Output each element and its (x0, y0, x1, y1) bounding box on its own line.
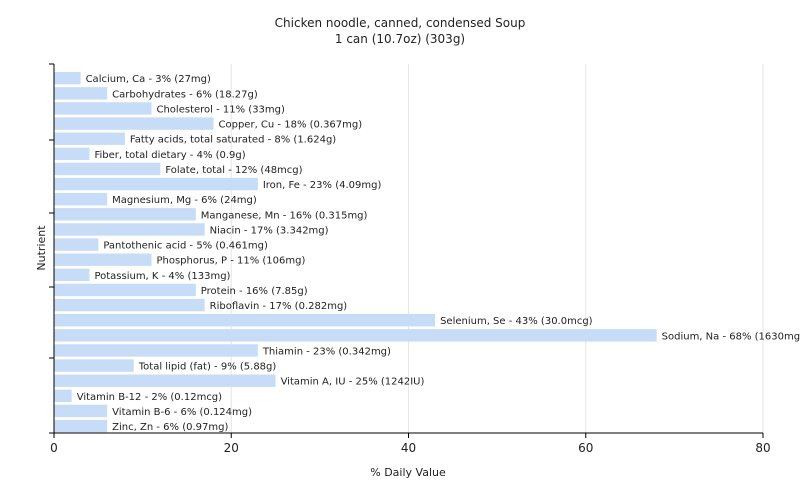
bar-label: Fatty acids, total saturated - 8% (1.624… (130, 135, 336, 146)
x-tick-label: 20 (224, 441, 239, 455)
x-axis-label: % Daily Value (370, 466, 446, 479)
bar-label: Zinc, Zn - 6% (0.97mg) (112, 422, 228, 433)
bar-label: Copper, Cu - 18% (0.367mg) (219, 120, 363, 131)
x-tick-label: 40 (401, 441, 416, 455)
bars-group (54, 72, 657, 433)
bar-label: Vitamin A, IU - 25% (1242IU) (281, 377, 425, 388)
bar (54, 223, 205, 236)
bar-label: Thiamin - 23% (0.342mg) (262, 346, 391, 357)
bar (54, 208, 196, 221)
bar (54, 419, 108, 433)
bar-label: Protein - 16% (7.85g) (201, 286, 308, 297)
bar (54, 102, 152, 115)
bar (54, 162, 161, 176)
bar-label: Pantothenic acid - 5% (0.461mg) (103, 241, 268, 252)
bar (54, 238, 99, 251)
bar (54, 314, 436, 327)
bar-label: Selenium, Se - 43% (30.0mcg) (440, 316, 593, 327)
bar-label: Fiber, total dietary - 4% (0.9g) (94, 150, 245, 161)
bar (54, 268, 90, 282)
bar-label: Carbohydrates - 6% (18.27g) (112, 89, 258, 100)
bar-label: Total lipid (fat) - 9% (5.88g) (138, 362, 277, 373)
bar-label: Manganese, Mn - 16% (0.315mg) (201, 210, 368, 221)
x-tick-label: 80 (755, 441, 770, 455)
bar (54, 404, 108, 418)
bar-label: Calcium, Ca - 3% (27mg) (86, 74, 211, 85)
bar (54, 147, 90, 161)
bar-labels-group: Calcium, Ca - 3% (27mg) Carbohydrates - 6… (77, 74, 800, 433)
bar-label: Vitamin B-6 - 6% (0.124mg) (112, 407, 252, 418)
chart-subtitle: 1 can (10.7oz) (303g) (334, 32, 466, 46)
bar-label: Folate, total - 12% (48mcg) (165, 165, 302, 176)
bar-label: Vitamin B-12 - 2% (0.12mcg) (77, 392, 222, 403)
bar (54, 283, 196, 297)
bar (54, 117, 214, 130)
bar (54, 132, 125, 145)
grid-lines (230, 64, 764, 433)
bar (54, 253, 152, 266)
bar-label: Iron, Fe - 23% (4.09mg) (263, 180, 382, 191)
bar (54, 298, 205, 312)
bar-label: Cholesterol - 11% (33mg) (156, 104, 285, 115)
axes-group: 0 20 40 60 80 (49, 63, 771, 455)
bar (54, 374, 276, 387)
bar (54, 177, 258, 191)
y-axis-label: Nutrient (35, 225, 48, 271)
bar-label: Niacin - 17% (3.342mg) (210, 225, 329, 236)
bar-label: Riboflavin - 17% (0.282mg) (210, 301, 348, 312)
bar (54, 389, 72, 403)
bar (54, 87, 108, 100)
chart-title: Chicken noodle, canned, condensed Soup (274, 16, 526, 30)
bar (54, 344, 258, 357)
bar (54, 193, 108, 206)
bar (54, 359, 134, 372)
bar (54, 72, 81, 85)
x-tick-label: 0 (50, 441, 58, 455)
bar-label: Sodium, Na - 68% (1630mg) (662, 331, 800, 342)
bar-label: Magnesium, Mg - 6% (24mg) (112, 195, 257, 206)
bar-label: Potassium, K - 4% (133mg) (94, 271, 230, 282)
bar-label: Phosphorus, P - 11% (106mg) (156, 256, 305, 267)
x-tick-label: 60 (578, 441, 593, 455)
bar (54, 329, 657, 342)
